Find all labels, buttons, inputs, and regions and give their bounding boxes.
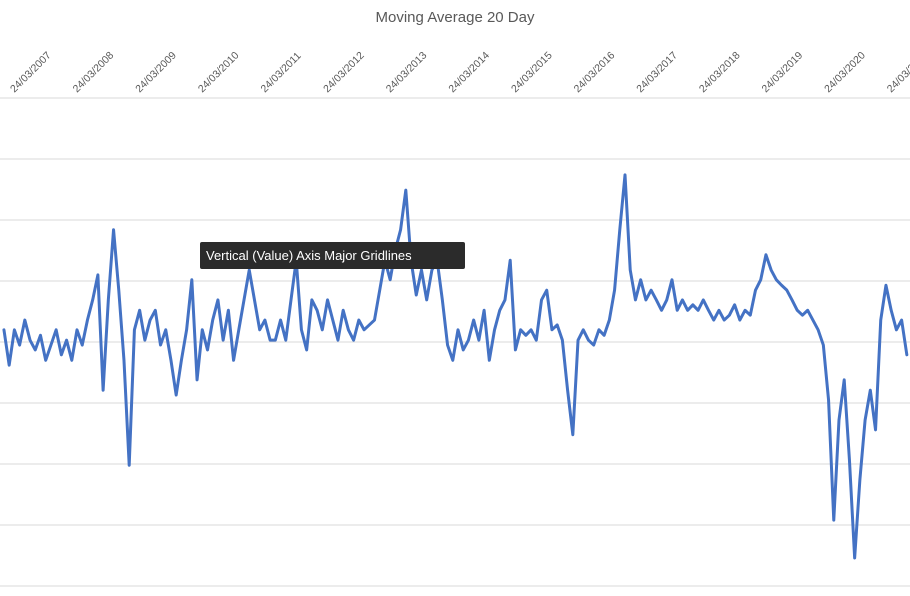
x-tick-label: 24/03/2010 — [196, 49, 242, 95]
x-tick-label: 24/03/2008 — [71, 49, 117, 95]
x-tick-label: 24/03/2014 — [446, 49, 492, 95]
x-tick-label: 24/03/2011 — [259, 50, 304, 95]
x-tick-label: 24/03/2020 — [822, 49, 868, 95]
x-tick-label: 24/03/2012 — [321, 49, 367, 95]
plot — [2, 173, 909, 560]
series-line — [2, 173, 909, 560]
x-tick-label: 24/03/2016 — [572, 49, 618, 95]
tooltip-box — [200, 242, 465, 269]
x-axis: 24/03/2007 24/03/2008 24/03/2009 24/03/2010… — [8, 49, 910, 95]
x-tick-label: 24/03/2013 — [384, 49, 430, 95]
x-tick-label: 24/03/2017 — [634, 49, 680, 95]
x-tick-label: 24/03/2009 — [133, 49, 179, 95]
chart-title: Moving Average 20 Day — [376, 9, 535, 26]
tooltip-text: Vertical (Value) Axis Major Gridlines — [206, 248, 412, 263]
x-tick-label: 24/03/2021 — [885, 49, 910, 95]
x-tick-label: 24/03/2018 — [697, 49, 743, 95]
x-tick-label: 24/03/2015 — [509, 49, 555, 95]
tooltip: Vertical (Value) Axis Major Gridlines — [200, 242, 465, 269]
x-tick-label: 24/03/2007 — [8, 49, 54, 95]
x-tick-label: 24/03/2019 — [760, 49, 806, 95]
